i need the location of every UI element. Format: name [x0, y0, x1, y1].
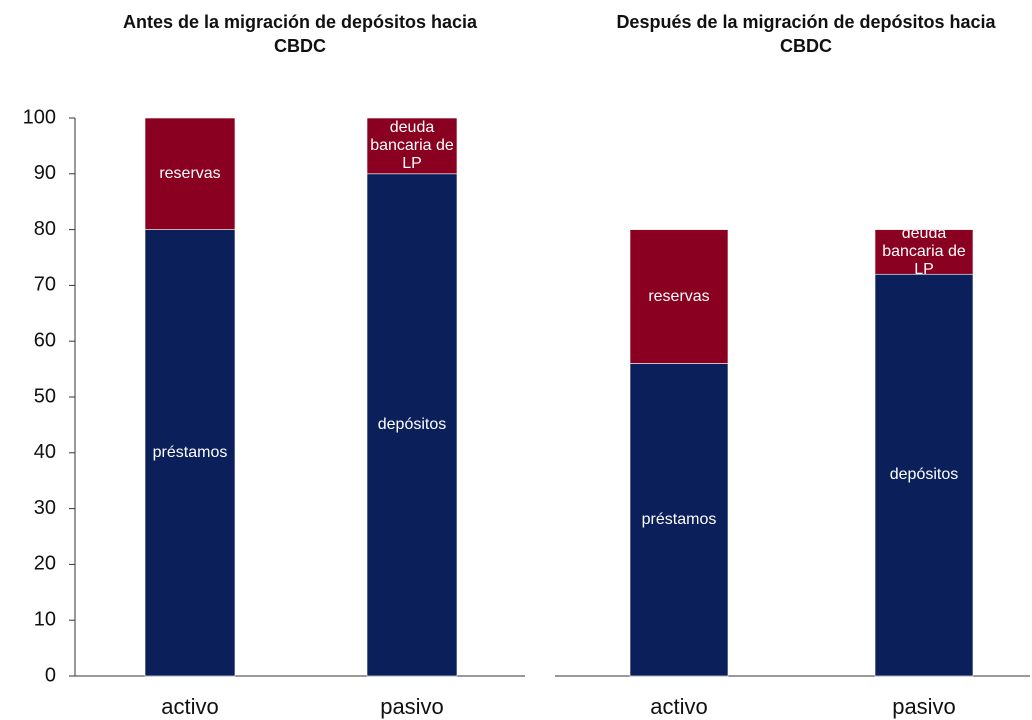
- y-tick-label: 100: [23, 106, 56, 128]
- segment-label: reservas: [648, 287, 710, 305]
- bar-segment: [874, 229, 974, 275]
- x-tick-label: pasivo: [380, 694, 444, 719]
- x-tick-label: pasivo: [892, 694, 956, 719]
- x-tick-label: activo: [161, 694, 218, 719]
- x-tick-label: activo: [650, 694, 707, 719]
- segment-label-box: depósitos: [377, 415, 447, 433]
- segment-label-box: préstamos: [152, 443, 228, 461]
- bar-segment: [366, 173, 458, 677]
- segment-label-box: deuda bancaria de LP: [370, 118, 454, 172]
- bar-segment: [629, 229, 729, 364]
- bar-segment: [144, 117, 236, 230]
- bar-segment: [366, 117, 458, 175]
- y-tick-label: 20: [34, 553, 56, 575]
- chart-title-box: Antes de la migración de depósitos hacia…: [122, 12, 478, 56]
- chart-title-box: Después de la migración de depósitos hac…: [616, 12, 996, 56]
- y-tick-label: 50: [34, 385, 56, 407]
- segment-label: reservas: [159, 164, 221, 182]
- segment-label-box: reservas: [648, 287, 710, 305]
- y-tick-label: 90: [34, 162, 56, 184]
- chart-title: Antes de la migración de depósitos hacia…: [122, 12, 478, 56]
- segment-label-box: préstamos: [641, 510, 717, 528]
- y-tick-label: 30: [34, 497, 56, 519]
- segment-label-box: reservas: [159, 164, 221, 182]
- bar-segment: [874, 273, 974, 677]
- chart-title: Después de la migración de depósitos hac…: [616, 12, 996, 56]
- y-tick-label: 60: [34, 329, 56, 351]
- segment-label: depósitos: [889, 466, 959, 484]
- y-tick-label: 0: [45, 664, 56, 686]
- y-tick-label: 10: [34, 608, 56, 630]
- bar-segment: [629, 363, 729, 677]
- segment-label: préstamos: [152, 443, 228, 461]
- segment-label: deuda bancaria de LP: [882, 229, 966, 275]
- y-tick-label: 80: [34, 218, 56, 240]
- bar-segment: [144, 229, 236, 677]
- segment-label-box: depósitos: [889, 466, 959, 484]
- y-tick-label: 40: [34, 441, 56, 463]
- segment-label: deuda bancaria de LP: [370, 118, 454, 172]
- segment-label-box: deuda bancaria de LP: [882, 230, 966, 275]
- segment-label: depósitos: [377, 415, 447, 433]
- segment-label: préstamos: [641, 510, 717, 528]
- y-tick-label: 70: [34, 274, 56, 296]
